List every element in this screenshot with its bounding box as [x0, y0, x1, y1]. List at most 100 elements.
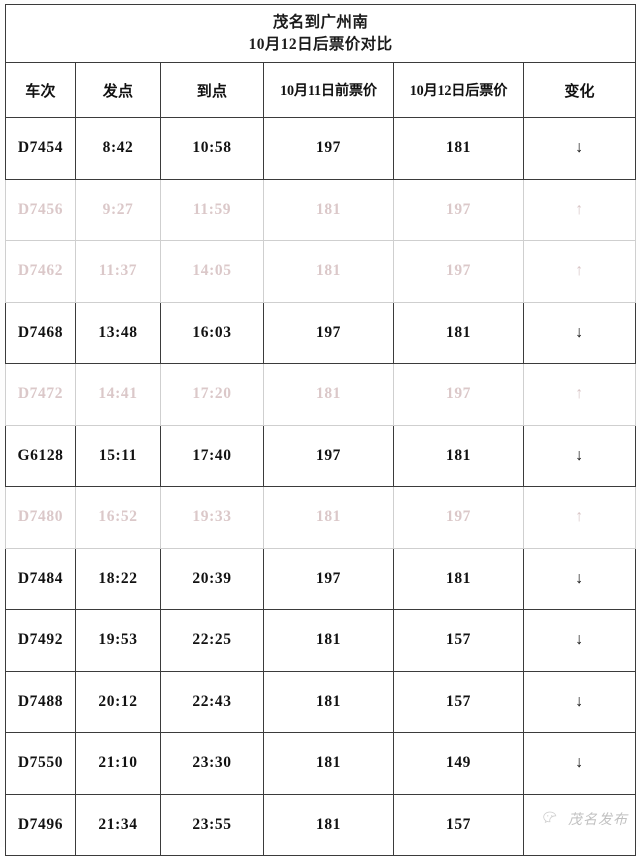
arrow-down-icon: ↓	[575, 692, 584, 710]
cell-before: 181	[263, 670, 394, 733]
arrow-up-icon: ↑	[575, 262, 584, 280]
cell-change: ↓	[522, 547, 637, 610]
column-header-train: 车次	[5, 62, 76, 118]
cell-train: D7496	[5, 793, 76, 856]
cell-train: D7550	[5, 732, 76, 795]
cell-train: D7468	[5, 301, 76, 364]
cell-after: 181	[393, 301, 524, 364]
title-line-1: 茂名到广州南	[272, 13, 369, 31]
table-row: D7462 11:37 14:05 181 197 ↑	[5, 240, 637, 303]
cell-train: D7492	[5, 609, 76, 672]
table-row: D7496 21:34 23:55 181 157	[5, 793, 637, 856]
cell-change	[522, 793, 637, 856]
cell-arr: 16:03	[160, 301, 264, 364]
cell-dep: 13:48	[75, 301, 161, 364]
cell-after: 149	[393, 732, 524, 795]
cell-arr: 19:33	[160, 486, 264, 549]
cell-change: ↑	[522, 178, 637, 241]
cell-before: 181	[263, 793, 394, 856]
arrow-up-icon: ↑	[575, 508, 584, 526]
cell-after: 157	[393, 793, 524, 856]
table-row: D7480 16:52 19:33 181 197 ↑	[5, 486, 637, 549]
cell-before: 181	[263, 486, 394, 549]
cell-after: 181	[393, 424, 524, 487]
cell-arr: 22:43	[160, 670, 264, 733]
column-header-fare-after: 10月12日后票价	[393, 62, 524, 118]
table-row: G6128 15:11 17:40 197 181 ↓	[5, 424, 637, 487]
cell-after: 157	[393, 609, 524, 672]
arrow-up-icon: ↑	[575, 200, 584, 218]
cell-after: 197	[393, 486, 524, 549]
cell-dep: 20:12	[75, 670, 161, 733]
cell-arr: 11:59	[160, 178, 264, 241]
cell-arr: 23:55	[160, 793, 264, 856]
table-row: D7472 14:41 17:20 181 197 ↑	[5, 363, 637, 426]
cell-before: 197	[263, 424, 394, 487]
cell-dep: 19:53	[75, 609, 161, 672]
cell-arr: 17:20	[160, 363, 264, 426]
cell-change: ↑	[522, 240, 637, 303]
cell-dep: 21:34	[75, 793, 161, 856]
cell-after: 197	[393, 240, 524, 303]
arrow-down-icon: ↓	[575, 569, 584, 587]
arrow-down-icon: ↓	[575, 323, 584, 341]
cell-before: 197	[263, 547, 394, 610]
cell-train: D7472	[5, 363, 76, 426]
cell-after: 197	[393, 363, 524, 426]
table-header-row: 车次 发点 到点 10月11日前票价 10月12日后票价 变化	[5, 62, 637, 118]
arrow-down-icon: ↓	[575, 631, 584, 649]
cell-change: ↑	[522, 363, 637, 426]
cell-change: ↓	[522, 609, 637, 672]
table-row: D7488 20:12 22:43 181 157 ↓	[5, 670, 637, 733]
arrow-up-icon: ↑	[575, 385, 584, 403]
arrow-down-icon: ↓	[575, 754, 584, 772]
cell-before: 181	[263, 363, 394, 426]
table-row: D7484 18:22 20:39 197 181 ↓	[5, 547, 637, 610]
cell-dep: 21:10	[75, 732, 161, 795]
cell-train: D7488	[5, 670, 76, 733]
cell-before: 197	[263, 117, 394, 180]
arrow-down-icon: ↓	[575, 446, 584, 464]
table-row: D7550 21:10 23:30 181 149 ↓	[5, 732, 637, 795]
cell-train: D7454	[5, 117, 76, 180]
arrow-down-icon: ↓	[575, 139, 584, 157]
cell-arr: 23:30	[160, 732, 264, 795]
cell-change: ↓	[522, 670, 637, 733]
title-line-2: 10月12日后票价对比	[248, 35, 393, 53]
cell-after: 157	[393, 670, 524, 733]
column-header-fare-before: 10月11日前票价	[263, 62, 394, 118]
column-header-departure: 发点	[75, 62, 161, 118]
cell-train: G6128	[5, 424, 76, 487]
cell-before: 181	[263, 732, 394, 795]
cell-dep: 18:22	[75, 547, 161, 610]
cell-arr: 14:05	[160, 240, 264, 303]
column-header-arrival: 到点	[160, 62, 264, 118]
cell-before: 181	[263, 240, 394, 303]
cell-arr: 22:25	[160, 609, 264, 672]
table-row: D7492 19:53 22:25 181 157 ↓	[5, 609, 637, 672]
fare-comparison-table: 茂名到广州南 10月12日后票价对比 车次 发点 到点 10月11日前票价 10…	[4, 4, 637, 856]
cell-change: ↑	[522, 486, 637, 549]
cell-change: ↓	[522, 732, 637, 795]
table-row: D7468 13:48 16:03 197 181 ↓	[5, 301, 637, 364]
cell-change: ↓	[522, 424, 637, 487]
cell-change: ↓	[522, 117, 637, 180]
cell-dep: 14:41	[75, 363, 161, 426]
cell-dep: 15:11	[75, 424, 161, 487]
cell-after: 197	[393, 178, 524, 241]
table-title-row: 茂名到广州南 10月12日后票价对比	[4, 4, 637, 63]
cell-arr: 20:39	[160, 547, 264, 610]
table-row: D7454 8:42 10:58 197 181 ↓	[5, 117, 637, 180]
cell-after: 181	[393, 547, 524, 610]
cell-train: D7462	[5, 240, 76, 303]
cell-dep: 11:37	[75, 240, 161, 303]
column-header-change: 变化	[522, 62, 637, 118]
cell-arr: 17:40	[160, 424, 264, 487]
page-title: 茂名到广州南 10月12日后票价对比	[4, 4, 637, 63]
cell-before: 181	[263, 609, 394, 672]
cell-dep: 16:52	[75, 486, 161, 549]
table-row: D7456 9:27 11:59 181 197 ↑	[5, 178, 637, 241]
cell-dep: 8:42	[75, 117, 161, 180]
cell-train: D7484	[5, 547, 76, 610]
